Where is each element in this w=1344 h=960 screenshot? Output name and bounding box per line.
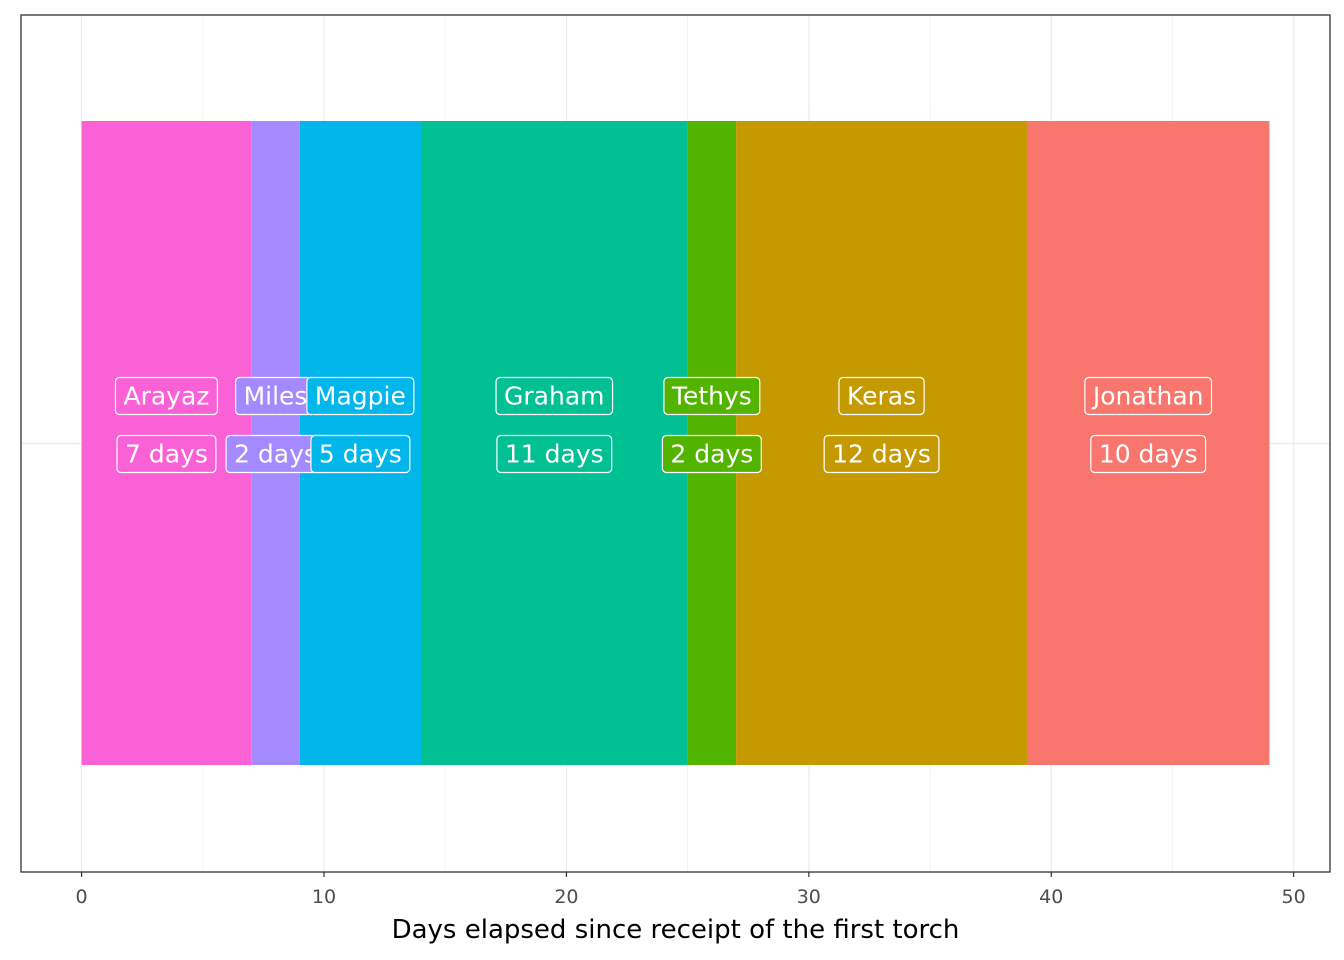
duration-label-keras-box xyxy=(823,434,940,474)
duration-label-jonathan-text: 10 days xyxy=(1099,440,1198,469)
duration-label-arayaz-box xyxy=(116,434,217,474)
name-label-jonathan-text: Jonathan xyxy=(1091,382,1204,411)
name-label-magpie: Magpie xyxy=(306,376,415,416)
duration-label-tethys: 2 days xyxy=(661,434,762,474)
duration-label-keras: 12 days xyxy=(823,434,940,474)
segment-labels: Arayaz 7 days Miles 2 days Magpie 5 days Graha… xyxy=(114,376,1213,474)
duration-label-graham-box xyxy=(496,434,613,474)
x-tick-label: 30 xyxy=(797,886,821,908)
name-label-jonathan-box xyxy=(1084,376,1213,416)
x-tick-label: 40 xyxy=(1039,886,1063,908)
x-tick-label: 0 xyxy=(76,886,88,908)
x-axis-title: Days elapsed since receipt of the first … xyxy=(392,915,960,945)
duration-label-miles: 2 days xyxy=(225,434,326,474)
duration-label-tethys-box xyxy=(661,434,762,474)
name-label-arayaz: Arayaz xyxy=(114,376,219,416)
name-label-keras-box xyxy=(838,376,925,416)
name-label-graham-box xyxy=(495,376,614,416)
duration-label-magpie-text: 5 days xyxy=(319,440,402,469)
x-axis: 0 10 20 30 40 50 xyxy=(76,872,1306,908)
duration-label-jonathan-box xyxy=(1090,434,1207,474)
duration-label-magpie-box xyxy=(310,434,411,474)
duration-label-tethys-text: 2 days xyxy=(670,440,753,469)
name-label-arayaz-box xyxy=(114,376,219,416)
name-label-tethys-box xyxy=(663,376,761,416)
duration-label-keras-text: 12 days xyxy=(832,440,931,469)
x-tick-label: 20 xyxy=(554,886,578,908)
name-label-miles: Miles xyxy=(234,376,317,416)
name-label-keras-text: Keras xyxy=(847,382,916,411)
duration-label-graham: 11 days xyxy=(496,434,613,474)
duration-label-magpie: 5 days xyxy=(310,434,411,474)
name-label-keras: Keras xyxy=(838,376,925,416)
duration-label-arayaz: 7 days xyxy=(116,434,217,474)
name-label-tethys-text: Tethys xyxy=(671,382,752,411)
name-label-arayaz-text: Arayaz xyxy=(123,382,209,411)
panel-border xyxy=(20,14,1331,873)
name-label-magpie-text: Magpie xyxy=(315,382,406,411)
duration-label-jonathan: 10 days xyxy=(1090,434,1207,474)
name-label-miles-text: Miles xyxy=(244,382,308,411)
name-label-graham: Graham xyxy=(495,376,614,416)
duration-label-arayaz-text: 7 days xyxy=(125,440,208,469)
x-tick-label: 10 xyxy=(312,886,336,908)
name-label-tethys: Tethys xyxy=(663,376,761,416)
x-tick-label: 50 xyxy=(1282,886,1306,908)
duration-label-graham-text: 11 days xyxy=(505,440,604,469)
duration-label-miles-text: 2 days xyxy=(234,440,317,469)
name-label-graham-text: Graham xyxy=(504,382,605,411)
name-label-jonathan: Jonathan xyxy=(1084,376,1213,416)
name-label-magpie-box xyxy=(306,376,415,416)
